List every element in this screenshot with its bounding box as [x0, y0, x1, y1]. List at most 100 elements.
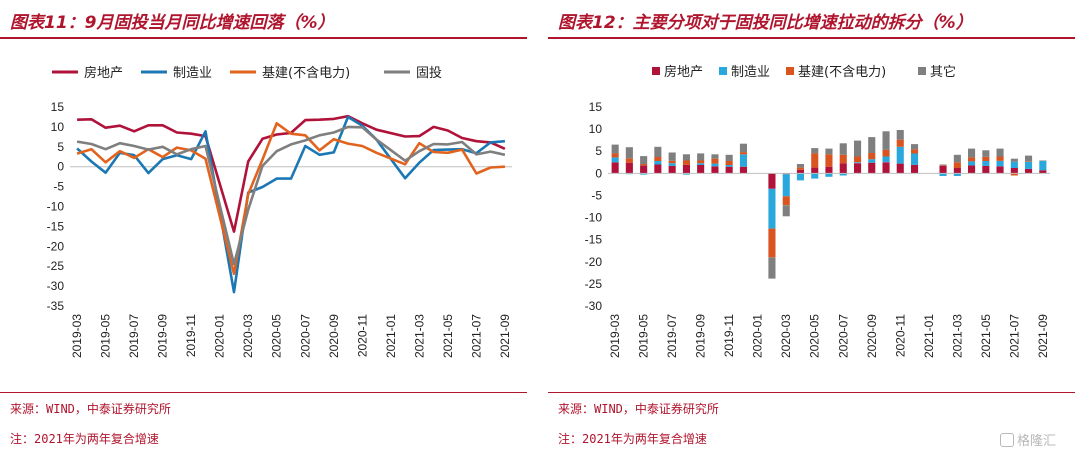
right-bar-segment-制造业	[825, 173, 833, 177]
right-legend-swatch	[786, 67, 794, 75]
right-bar-segment-基建-不含电力-	[939, 165, 947, 166]
right-x-tick-label: 2020-07	[836, 314, 850, 358]
right-bar-segment-制造业	[839, 173, 847, 176]
left-x-tick-label: 2020-07	[298, 314, 312, 358]
right-bar-segment-房地产	[868, 162, 876, 174]
right-y-tick-label: -5	[591, 188, 602, 202]
left-series-line-固投	[76, 125, 506, 266]
left-y-tick-label: -30	[47, 279, 65, 293]
left-y-tick-label: 15	[51, 100, 65, 114]
left-footer-rule	[0, 392, 527, 393]
left-x-tick-label: 2021-05	[441, 314, 455, 358]
right-bar-segment-房地产	[654, 164, 662, 174]
right-bar-segment-制造业	[668, 163, 676, 166]
right-bar-segment-基建-不含电力-	[868, 153, 876, 160]
right-bar-segment-基建-不含电力-	[611, 153, 619, 158]
left-y-tick-label: -5	[53, 180, 64, 194]
right-bar-segment-基建-不含电力-	[796, 167, 804, 170]
right-bar-segment-其它	[911, 144, 919, 150]
right-bar-segment-制造业	[882, 156, 890, 163]
right-bar-segment-制造业	[968, 161, 976, 166]
right-bar-segment-基建-不含电力-	[911, 149, 919, 154]
right-bar-segment-其它	[982, 150, 990, 157]
right-y-tick-label: -15	[585, 233, 603, 247]
left-x-tick-label: 2021-07	[469, 314, 483, 358]
right-x-tick-label: 2019-11	[722, 314, 736, 357]
left-y-tick-label: 5	[57, 140, 64, 154]
right-bar-segment-制造业	[1010, 161, 1018, 168]
right-bar-segment-基建-不含电力-	[996, 156, 1004, 161]
left-title-rule	[0, 37, 527, 39]
right-bar-segment-其它	[1010, 158, 1018, 162]
left-legend-label-基建-不含电力-: 基建(不含电力)	[262, 65, 350, 81]
left-x-tick-label: 2020-11	[355, 314, 369, 357]
right-bar-segment-制造业	[1025, 161, 1033, 169]
right-bar-segment-房地产	[996, 166, 1004, 174]
right-bar-segment-基建-不含电力-	[968, 157, 976, 162]
left-x-tick-label: 2019-03	[70, 314, 84, 358]
right-bar-segment-制造业	[739, 154, 747, 167]
right-bar-segment-其它	[768, 257, 776, 279]
right-bar-segment-房地产	[711, 166, 719, 174]
left-y-tick-label: -25	[47, 259, 65, 273]
right-x-tick-label: 2020-11	[893, 314, 907, 357]
right-x-tick-label: 2019-03	[608, 314, 622, 358]
right-bar-segment-制造业	[796, 173, 804, 181]
right-bar-segment-制造业	[1039, 161, 1047, 171]
right-bar-segment-其它	[682, 154, 690, 161]
right-bar-segment-基建-不含电力-	[640, 164, 648, 166]
right-bar-segment-制造业	[611, 157, 619, 163]
right-x-tick-label: 2021-09	[1036, 314, 1050, 358]
left-y-tick-label: -35	[47, 299, 65, 313]
right-y-tick-label: 10	[589, 122, 603, 136]
right-bar-segment-其它	[654, 146, 662, 157]
right-y-tick-label: 0	[595, 166, 602, 180]
left-line-chart: 房地产 制造业 基建(不含电力) 固投 15 10 5 0 -5 -10 -15 -20 -25 -30 -…	[47, 65, 512, 358]
right-x-tick-label: 2020-01	[751, 314, 765, 358]
right-bar-segment-其它	[953, 154, 961, 163]
right-bar-segment-房地产	[725, 166, 733, 174]
right-bar-segment-房地产	[668, 165, 676, 174]
right-y-tick-label: -30	[585, 299, 603, 313]
right-bar-segment-其它	[825, 148, 833, 155]
left-legend-label-固投: 固投	[416, 65, 442, 81]
right-bar-segment-房地产	[1010, 168, 1018, 174]
left-legend-label-制造业: 制造业	[173, 66, 212, 81]
right-bar-segment-制造业	[911, 153, 919, 165]
left-x-tick-label: 2020-09	[327, 314, 341, 358]
left-x-tick-label: 2019-05	[99, 314, 113, 358]
left-panel: 图表11：9月固投当月同比增速回落（%） 房地产 制造业 基建(不含电力) 固投 15 1…	[0, 0, 527, 459]
right-bar-segment-房地产	[682, 164, 690, 174]
right-x-tick-label: 2020-09	[865, 314, 879, 358]
right-bar-segment-其它	[811, 148, 819, 154]
right-legend-label-基建-不含电力-: 基建(不含电力)	[798, 64, 886, 80]
right-bar-segment-基建-不含电力-	[882, 149, 890, 157]
right-bar-segment-基建-不含电力-	[1025, 161, 1033, 162]
right-bar-segment-房地产	[939, 165, 947, 174]
right-bar-segment-房地产	[811, 167, 819, 174]
right-bar-segment-房地产	[1025, 168, 1033, 174]
right-bar-segment-基建-不含电力-	[782, 196, 790, 206]
right-bar-segment-基建-不含电力-	[697, 160, 705, 164]
right-bar-segment-制造业	[782, 174, 790, 197]
right-bar-segment-基建-不含电力-	[739, 152, 747, 155]
right-bar-segment-其它	[668, 152, 676, 161]
left-x-tick-label: 2021-03	[412, 314, 426, 358]
right-bar-segment-基建-不含电力-	[668, 161, 676, 164]
right-bar-segment-基建-不含电力-	[839, 154, 847, 164]
right-x-tick-label: 2020-05	[808, 314, 822, 358]
right-bar-segment-制造业	[768, 188, 776, 229]
left-x-tick-label: 2021-01	[384, 314, 398, 358]
watermark-text: 格隆汇	[1017, 434, 1057, 449]
right-bar-segment-基建-不含电力-	[654, 157, 662, 161]
right-legend-swatch	[652, 67, 660, 75]
watermark: 格隆汇	[1000, 430, 1056, 449]
right-bar-segment-房地产	[768, 173, 776, 189]
right-x-tick-label: 2019-07	[665, 314, 679, 358]
right-bar-segment-房地产	[625, 162, 633, 174]
right-bar-segment-其它	[625, 147, 633, 159]
right-bar-segment-房地产	[839, 163, 847, 174]
right-bar-segment-其它	[640, 156, 648, 165]
right-panel: 图表12：主要分项对于固投同比增速拉动的拆分（%） 房地产 制造业 基建(不含电力)…	[548, 0, 1075, 459]
right-legend-label-房地产: 房地产	[664, 64, 703, 80]
